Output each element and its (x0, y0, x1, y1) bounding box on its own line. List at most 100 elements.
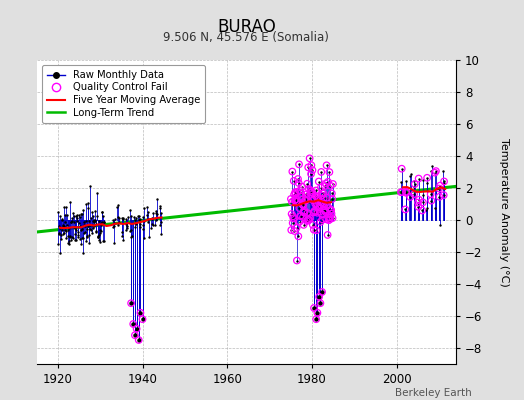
Point (423, 174, 431, 181)
Point (148, 222, 157, 228)
Point (314, 196, 323, 202)
Point (319, 190, 327, 197)
Point (99, 213, 107, 220)
Point (297, 190, 305, 196)
Point (401, 206, 409, 213)
Point (419, 199, 427, 206)
Point (328, 210, 336, 217)
Point (70, 231, 79, 237)
Point (318, 216, 326, 222)
Point (316, 300, 324, 306)
Point (135, 337, 143, 343)
Point (325, 205, 333, 211)
Point (322, 180, 330, 187)
Point (432, 168, 440, 174)
Point (414, 175, 423, 182)
Point (296, 213, 304, 219)
Point (145, 233, 153, 240)
Text: 9.506 N, 45.576 E (Somalia): 9.506 N, 45.576 E (Somalia) (163, 31, 329, 44)
Point (405, 189, 413, 195)
Point (96, 227, 105, 234)
Point (67, 218, 75, 225)
Point (58, 227, 67, 234)
Point (304, 164, 312, 170)
Point (59, 223, 67, 230)
Point (296, 218, 304, 225)
Point (296, 187, 304, 194)
Point (72, 213, 81, 220)
Point (307, 187, 315, 194)
Point (288, 199, 296, 205)
Point (133, 326, 141, 332)
Point (291, 197, 299, 204)
Point (97, 222, 105, 229)
Point (305, 155, 314, 162)
Point (319, 190, 328, 197)
Point (313, 310, 322, 316)
Point (289, 220, 297, 226)
Point (418, 207, 427, 214)
Point (129, 321, 137, 327)
Point (94, 234, 103, 240)
Point (80, 229, 89, 236)
Point (130, 220, 139, 226)
Point (91, 218, 100, 224)
Point (294, 176, 302, 182)
Point (127, 232, 136, 239)
Point (406, 194, 414, 200)
Point (135, 217, 144, 224)
Point (305, 186, 313, 192)
Point (326, 214, 334, 221)
Point (127, 300, 135, 306)
Point (304, 217, 313, 224)
Point (293, 257, 301, 264)
Point (122, 216, 130, 222)
Point (319, 190, 327, 197)
Point (84, 222, 92, 229)
Point (298, 197, 306, 203)
Point (290, 178, 298, 184)
Point (87, 227, 95, 234)
Point (397, 189, 405, 195)
Point (321, 209, 330, 215)
Point (294, 233, 302, 240)
Legend: Raw Monthly Data, Quality Control Fail, Five Year Moving Average, Long-Term Tren: Raw Monthly Data, Quality Control Fail, … (42, 65, 205, 122)
Point (77, 241, 85, 247)
Point (436, 182, 444, 189)
Point (326, 206, 335, 213)
Point (85, 222, 94, 228)
Point (316, 202, 324, 208)
Point (310, 208, 319, 214)
Point (58, 222, 67, 228)
Point (300, 209, 309, 215)
Point (414, 204, 422, 210)
Point (136, 310, 145, 316)
Point (126, 206, 135, 213)
Point (65, 241, 73, 248)
Point (143, 204, 151, 210)
Point (398, 189, 406, 195)
Point (149, 210, 157, 216)
Point (326, 214, 334, 221)
Point (325, 205, 333, 211)
Point (329, 215, 337, 221)
Point (313, 310, 322, 316)
Point (130, 332, 139, 338)
Point (69, 224, 78, 230)
Point (288, 211, 296, 217)
Point (296, 213, 304, 219)
Point (397, 178, 406, 185)
Point (288, 199, 296, 205)
Point (289, 213, 297, 220)
Point (301, 191, 310, 198)
Point (131, 217, 139, 224)
Point (91, 217, 99, 223)
Point (427, 198, 435, 204)
Point (308, 167, 316, 173)
Point (306, 190, 314, 196)
Point (312, 187, 320, 194)
Point (69, 234, 77, 241)
Point (297, 193, 305, 200)
Point (78, 226, 86, 232)
Point (299, 222, 308, 228)
